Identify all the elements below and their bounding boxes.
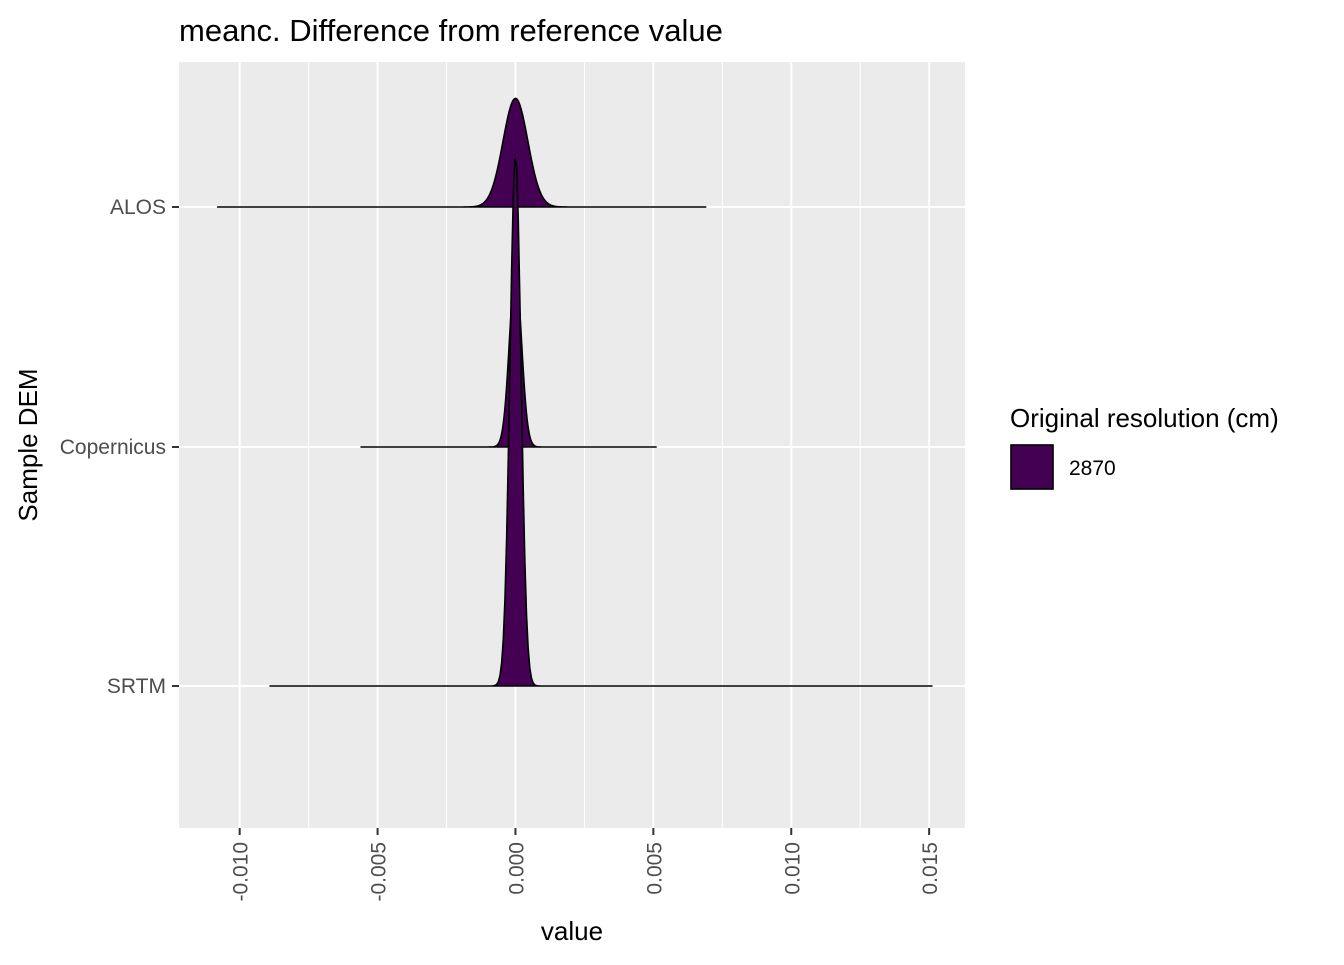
legend-entries: 2870	[1010, 444, 1116, 490]
x-tick-label: -0.005	[368, 842, 391, 902]
y-axis: ALOS Copernicus SRTM	[60, 196, 179, 698]
x-tick-label: 0.000	[505, 842, 528, 895]
x-tick-label: 0.015	[919, 842, 942, 895]
y-tick-label: Copernicus	[60, 436, 166, 459]
y-axis-title: Sample DEM	[13, 368, 43, 521]
chart-title: meanc. Difference from reference value	[179, 13, 723, 48]
x-axis-title: value	[541, 916, 603, 946]
y-tick-label: SRTM	[107, 675, 166, 698]
legend-entry-label: 2870	[1069, 457, 1116, 480]
density-ridge-alos	[216, 97, 707, 208]
legend-key-swatch	[1010, 444, 1054, 490]
legend-title: Original resolution (cm)	[1010, 403, 1279, 433]
minor-gridlines	[308, 62, 861, 828]
x-tick-label: 0.010	[781, 842, 804, 895]
density-ridge-srtm	[269, 157, 933, 687]
y-tick-label: ALOS	[110, 196, 166, 219]
x-tick-label: 0.005	[643, 842, 666, 895]
x-tick-label: -0.010	[230, 842, 253, 902]
density-ridges	[216, 97, 933, 687]
plot-panel	[179, 62, 965, 828]
x-axis: -0.010 -0.005 0.000 0.005 0.010 0.015	[230, 828, 942, 902]
legend: Original resolution (cm) 2870	[1010, 403, 1279, 490]
density-ridge-copernicus	[360, 271, 657, 448]
